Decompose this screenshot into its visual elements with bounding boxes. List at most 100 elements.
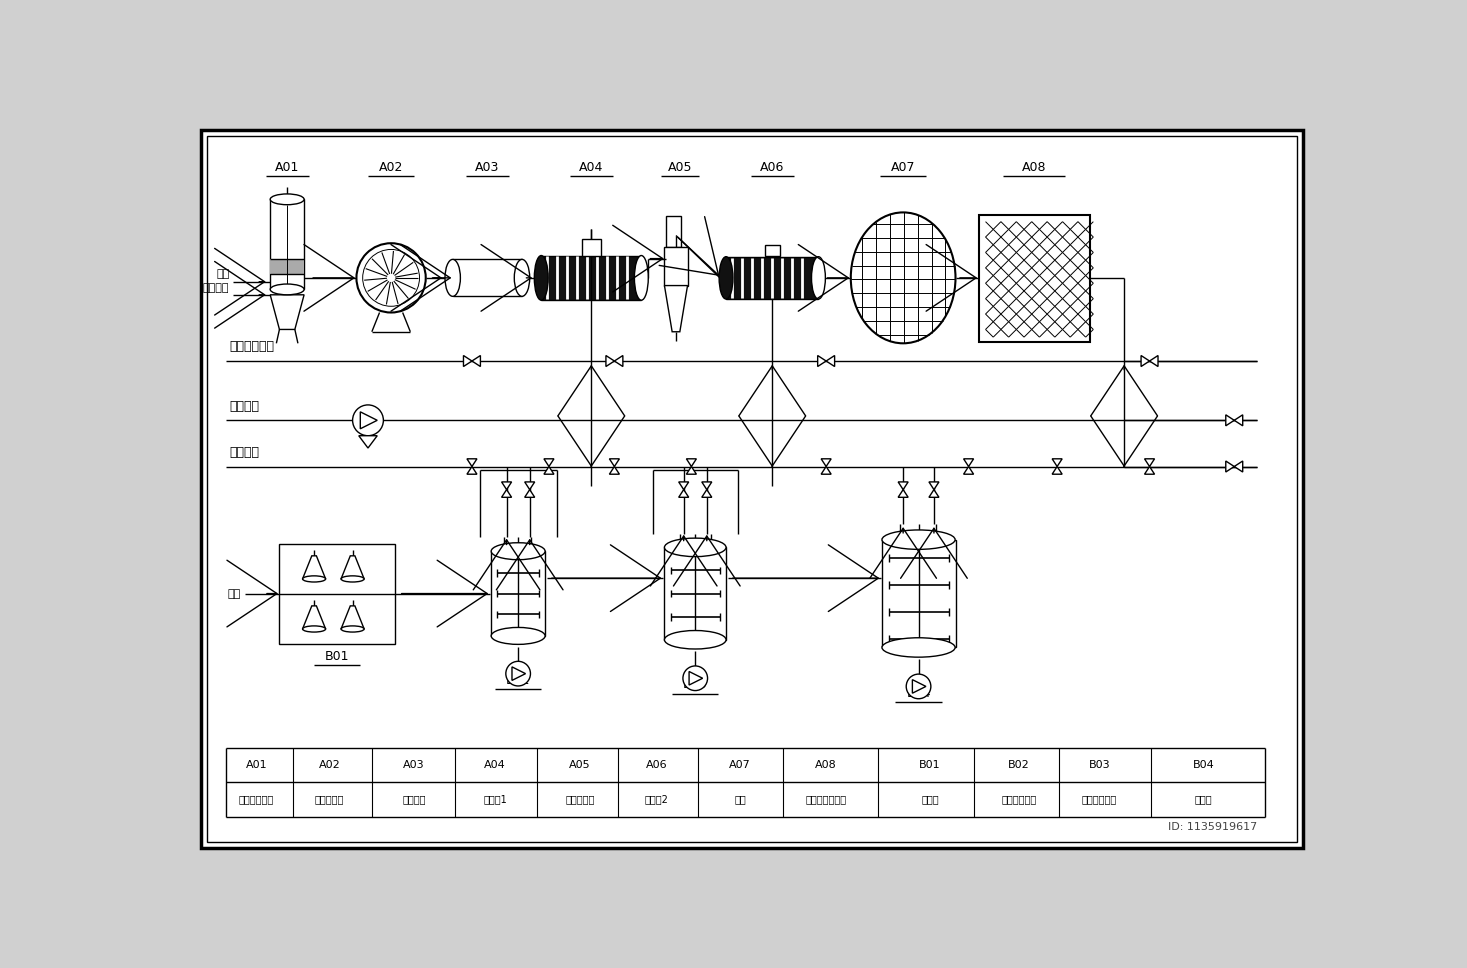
Ellipse shape [302, 576, 326, 582]
Text: 换热器2: 换热器2 [645, 794, 669, 804]
Text: A01: A01 [245, 760, 267, 770]
Polygon shape [302, 556, 326, 579]
Polygon shape [340, 556, 364, 579]
Ellipse shape [491, 627, 546, 645]
Ellipse shape [534, 256, 549, 300]
Polygon shape [912, 680, 926, 693]
Circle shape [684, 666, 707, 690]
Bar [279, 543, 395, 644]
Polygon shape [689, 672, 703, 685]
Polygon shape [701, 482, 711, 490]
Text: 筛网: 筛网 [734, 794, 745, 804]
Bar [270, 258, 304, 274]
Text: 菌种: 菌种 [227, 589, 241, 598]
Circle shape [907, 674, 932, 699]
Polygon shape [826, 355, 835, 367]
Polygon shape [1226, 415, 1234, 426]
Polygon shape [817, 355, 826, 367]
Bar [491, 551, 546, 636]
Text: B01: B01 [326, 650, 349, 663]
Text: A08: A08 [1022, 161, 1046, 174]
Text: 第一级种子罐: 第一级种子罐 [1000, 794, 1036, 804]
Polygon shape [1141, 355, 1150, 367]
Bar [541, 256, 641, 300]
Text: A04: A04 [579, 161, 603, 174]
Polygon shape [502, 482, 512, 490]
Ellipse shape [851, 212, 955, 344]
Polygon shape [609, 467, 619, 474]
Text: 空气压缩机: 空气压缩机 [315, 794, 345, 804]
Text: A01: A01 [274, 161, 299, 174]
Polygon shape [701, 490, 711, 498]
Polygon shape [687, 459, 697, 467]
Ellipse shape [491, 543, 546, 560]
Text: A07: A07 [729, 760, 751, 770]
Ellipse shape [445, 259, 461, 296]
Bar [453, 259, 522, 296]
Polygon shape [898, 490, 908, 498]
Circle shape [352, 405, 383, 436]
Polygon shape [1144, 459, 1155, 467]
Polygon shape [502, 490, 512, 498]
Bar [726, 257, 819, 299]
Ellipse shape [270, 284, 304, 295]
Text: 摇瓶机: 摇瓶机 [921, 794, 939, 804]
Polygon shape [665, 286, 688, 332]
Text: A05: A05 [569, 760, 591, 770]
Bar [665, 247, 688, 286]
Bar [665, 547, 726, 640]
Polygon shape [679, 482, 688, 490]
Polygon shape [361, 411, 377, 429]
Text: 换热器1: 换热器1 [483, 794, 508, 804]
Polygon shape [464, 355, 472, 367]
Bar [882, 539, 955, 648]
Polygon shape [1052, 467, 1062, 474]
Text: B04: B04 [1193, 760, 1215, 770]
Ellipse shape [882, 529, 955, 550]
Bar [270, 199, 304, 289]
Text: B02: B02 [1008, 760, 1030, 770]
Text: A05: A05 [667, 161, 692, 174]
Polygon shape [822, 467, 832, 474]
Ellipse shape [270, 194, 304, 204]
Polygon shape [929, 482, 939, 490]
Polygon shape [964, 459, 974, 467]
Text: B01: B01 [920, 760, 940, 770]
Polygon shape [1052, 459, 1062, 467]
Text: 高效空气过滤器: 高效空气过滤器 [805, 794, 846, 804]
Text: B03: B03 [684, 679, 707, 691]
Text: 发酵原料: 发酵原料 [229, 400, 260, 412]
Text: 发酵罐: 发酵罐 [1194, 794, 1212, 804]
Ellipse shape [340, 576, 364, 582]
Text: 旋风分离器: 旋风分离器 [565, 794, 594, 804]
Text: 高温蒸汽: 高温蒸汽 [202, 284, 229, 293]
Ellipse shape [719, 257, 734, 299]
Polygon shape [679, 490, 688, 498]
Polygon shape [1226, 461, 1234, 472]
Ellipse shape [340, 626, 364, 632]
Text: A07: A07 [890, 161, 915, 174]
Polygon shape [1234, 415, 1243, 426]
Text: 空气总过滤器: 空气总过滤器 [239, 794, 274, 804]
Polygon shape [544, 459, 555, 467]
Text: 空气: 空气 [216, 269, 229, 280]
Ellipse shape [302, 626, 326, 632]
Text: A06: A06 [760, 161, 785, 174]
Circle shape [356, 243, 425, 313]
Ellipse shape [665, 630, 726, 649]
Polygon shape [525, 482, 534, 490]
Text: B03: B03 [1089, 760, 1111, 770]
Text: 第二级种子罐: 第二级种子罐 [1081, 794, 1116, 804]
Text: A04: A04 [484, 760, 506, 770]
Text: A08: A08 [816, 760, 838, 770]
Bar [764, 245, 780, 256]
Polygon shape [467, 459, 477, 467]
Bar [666, 216, 681, 247]
Polygon shape [898, 482, 908, 490]
Ellipse shape [882, 638, 955, 657]
Text: B02: B02 [506, 674, 531, 686]
Ellipse shape [665, 538, 726, 557]
Polygon shape [615, 355, 623, 367]
Polygon shape [929, 490, 939, 498]
Text: A02: A02 [318, 760, 340, 770]
